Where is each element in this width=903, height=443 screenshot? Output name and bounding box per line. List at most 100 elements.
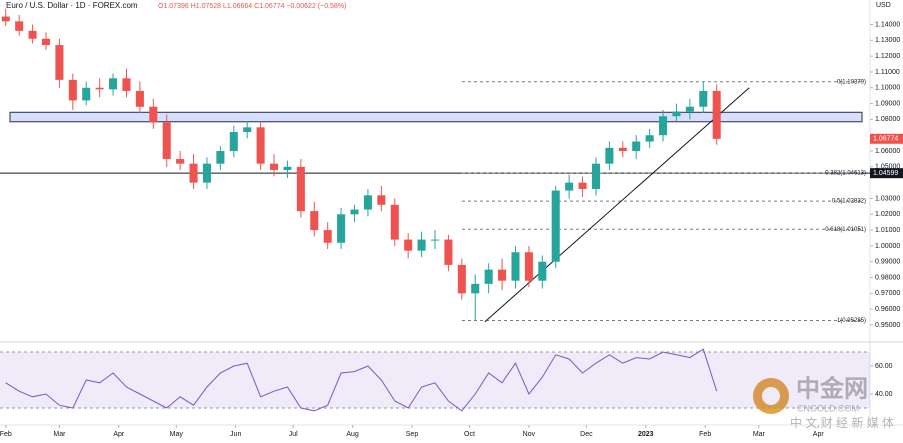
- chart-title: Euro / U.S. Dollar · 1D · FOREX.com: [6, 1, 138, 10]
- candle-body: [712, 90, 721, 139]
- watermark-logo-inner: [762, 387, 780, 405]
- candle-body: [109, 78, 118, 90]
- last_price-label: 1.06774: [873, 136, 898, 143]
- rsi-line: [5, 348, 718, 412]
- candle-body: [323, 230, 332, 243]
- y-tick-label: 1.00000: [875, 243, 900, 250]
- candle-body: [310, 211, 319, 231]
- candle-body: [135, 90, 144, 107]
- fib-label: 0(1.10379): [837, 79, 866, 85]
- candle-body: [605, 147, 614, 164]
- y-tick-label: 1.09000: [875, 100, 900, 107]
- y-tick-label: 0.99000: [875, 259, 900, 266]
- x-tick-label: 2023: [638, 431, 654, 438]
- candle-body: [1, 16, 10, 22]
- candle-body: [122, 78, 131, 91]
- y-tick-label: 1.01000: [875, 227, 900, 234]
- x-tick-label: Feb: [699, 431, 711, 438]
- candle-body: [229, 132, 238, 152]
- support-label-box: [870, 168, 903, 179]
- x-tick-label: Oct: [464, 431, 475, 438]
- candle-body: [202, 163, 211, 183]
- candle-body: [524, 252, 533, 281]
- candle-body: [685, 106, 694, 112]
- candle-body: [471, 283, 480, 294]
- x-tick-label: Aug: [346, 431, 359, 438]
- x-tick-label: Dec: [580, 431, 593, 438]
- last_price-label-box: [870, 133, 903, 144]
- candle-body: [404, 239, 413, 251]
- x-tick-label: Jul: [289, 431, 298, 438]
- candle-body: [162, 122, 171, 159]
- y-tick-label: 0.97000: [875, 290, 900, 297]
- candle-body: [632, 141, 641, 152]
- candle-body: [699, 90, 708, 107]
- candle-body: [256, 127, 265, 164]
- x-tick-label: Mar: [753, 431, 766, 438]
- x-tick-label: May: [170, 431, 184, 438]
- candle-body: [15, 21, 24, 31]
- currency-label: USD: [876, 2, 891, 9]
- y-tick-label: 0.95000: [875, 322, 900, 329]
- candle-body: [417, 239, 426, 251]
- fib-label: 0.618(1.01051): [825, 227, 866, 233]
- candle-body: [296, 166, 305, 212]
- y-tick-label: 1.14000: [875, 21, 900, 28]
- fib-label: 0.382(1.04613): [825, 171, 866, 177]
- candle-body: [578, 182, 587, 189]
- candle-body: [538, 261, 547, 281]
- y-tick-label: 1.03000: [875, 195, 900, 202]
- candle-body: [270, 163, 279, 170]
- candle-body: [243, 127, 252, 133]
- y-tick-label: 1.12000: [875, 53, 900, 60]
- ohlc-text: O1.07396 H1.07528 L1.06664 C1.06774 −0.0…: [158, 3, 346, 10]
- candle-body: [672, 111, 681, 117]
- x-tick-label: Jun: [230, 431, 241, 438]
- candle-body: [55, 45, 64, 80]
- y-tick-label: 1.08000: [875, 116, 900, 123]
- candle-body: [283, 166, 292, 170]
- candle-body: [498, 269, 507, 281]
- candle-body: [176, 158, 185, 164]
- candle-body: [618, 147, 627, 152]
- fib-label: 0.5(1.02832): [832, 199, 866, 205]
- fib-label: 1(0.95285): [837, 318, 866, 324]
- candle-body: [189, 163, 198, 183]
- watermark-brand: 中金网: [796, 374, 868, 402]
- candle-body: [484, 269, 493, 284]
- y-tick-label: 1.02000: [875, 211, 900, 218]
- candle-body: [337, 214, 346, 243]
- y-tick-label: 1.10000: [875, 85, 900, 92]
- rsi-band: [0, 352, 870, 408]
- candle-body: [457, 264, 466, 294]
- candle-body: [216, 151, 225, 164]
- candle-body: [363, 195, 372, 210]
- x-tick-label: Nov: [523, 431, 536, 438]
- candle-body: [511, 252, 520, 281]
- candle-body: [350, 209, 359, 215]
- y-tick-label: 1.06000: [875, 148, 900, 155]
- candle-body: [565, 182, 574, 191]
- x-tick-label: Feb: [0, 431, 12, 438]
- rsi-y-tick-label: 60.00: [875, 363, 893, 370]
- candle-body: [41, 38, 51, 46]
- candle-body: [68, 79, 77, 101]
- candle-body: [149, 106, 158, 123]
- candle-body: [377, 195, 386, 205]
- resistance-zone: [9, 111, 863, 123]
- rsi-y-tick-label: 40.00: [875, 391, 893, 398]
- x-tick-label: Mar: [53, 431, 66, 438]
- y-tick-label: 1.11000: [875, 69, 900, 76]
- y-tick-label: 1.05000: [875, 164, 900, 171]
- candle-body: [28, 30, 37, 39]
- candle-body: [430, 239, 440, 241]
- y-tick-label: 0.98000: [875, 274, 900, 281]
- watermark-slogan: 中 文 财 经 新 媒 体: [790, 415, 894, 430]
- x-tick-label: Apr: [113, 431, 125, 438]
- x-tick-label: Apr: [813, 431, 825, 438]
- y-tick-label: 1.13000: [875, 37, 900, 44]
- candle-body: [444, 239, 453, 265]
- candle-body: [390, 204, 399, 240]
